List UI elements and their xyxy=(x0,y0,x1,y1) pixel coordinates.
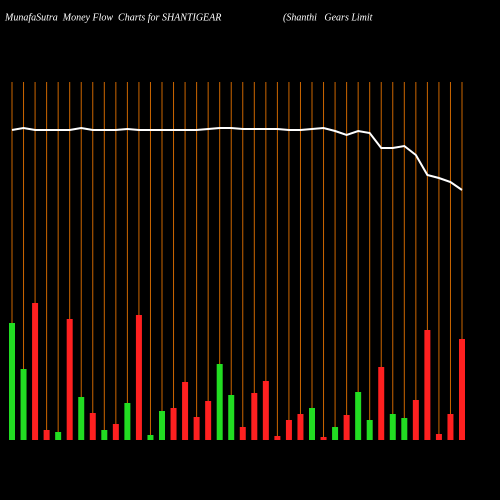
bar xyxy=(228,395,235,440)
bar xyxy=(159,411,165,440)
bar xyxy=(274,436,281,440)
bar xyxy=(66,319,73,440)
bar xyxy=(124,403,131,440)
bar xyxy=(170,408,177,440)
bar xyxy=(251,393,258,440)
bar xyxy=(147,435,154,440)
bar xyxy=(32,303,39,440)
bar xyxy=(297,414,304,440)
bar xyxy=(101,430,108,440)
bar xyxy=(262,381,269,440)
bar xyxy=(320,437,327,440)
bar xyxy=(43,430,50,440)
bar xyxy=(9,323,15,440)
bar xyxy=(366,420,373,440)
bar xyxy=(135,315,142,440)
bar xyxy=(20,369,27,440)
bar xyxy=(435,434,442,440)
bar xyxy=(343,415,350,440)
bar xyxy=(193,417,200,440)
bar xyxy=(112,424,119,440)
bar xyxy=(355,392,362,440)
bar xyxy=(378,367,385,440)
bar xyxy=(182,382,189,440)
bar xyxy=(89,413,96,440)
bar xyxy=(239,427,246,440)
chart-subtitle: (Shanthi Gears Limit xyxy=(283,12,373,23)
bar xyxy=(285,420,292,440)
line xyxy=(11,126,463,191)
bar xyxy=(205,401,212,440)
bar xyxy=(55,432,62,440)
bar xyxy=(447,414,454,440)
chart-title: MunafaSutra Money Flow Charts for SHANTI… xyxy=(4,12,221,23)
bar xyxy=(309,408,315,440)
bar xyxy=(389,414,396,440)
bar xyxy=(78,397,85,440)
bar xyxy=(332,427,339,440)
bar xyxy=(459,339,465,440)
bar xyxy=(401,418,408,440)
bar xyxy=(424,330,431,440)
bar xyxy=(412,400,419,440)
bar xyxy=(216,364,223,440)
